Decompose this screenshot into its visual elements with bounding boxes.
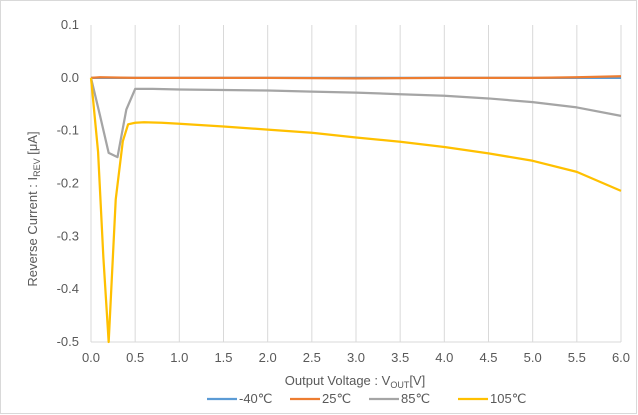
x-tick-label: 1.5 [214,350,232,365]
x-tick-label: 0.0 [82,350,100,365]
x-tick-label: 5.5 [568,350,586,365]
x-tick-label: 5.0 [524,350,542,365]
legend: -40℃ 25℃ 85℃ 105℃ [207,391,526,406]
series-line-2 [89,77,622,159]
x-tick-label: 4.0 [435,350,453,365]
y-tick-label: -0.5 [57,334,79,349]
series-layer [89,75,622,344]
legend-label-0: -40℃ [239,391,272,406]
legend-label-1: 25℃ [322,391,351,406]
x-tick-label: 2.0 [259,350,277,365]
x-axis-label: Output Voltage : VOUT[V] [285,373,425,390]
x-tick-label: 4.5 [479,350,497,365]
x-tick-label: 3.5 [391,350,409,365]
y-tick-label: -0.3 [57,228,79,243]
x-tick-label: 3.0 [347,350,365,365]
legend-label-2: 85℃ [401,391,430,406]
grid-layer [134,25,622,342]
y-axis-label: Reverse Current : IREV [μA] [25,131,42,286]
y-tick-label: -0.1 [57,123,79,138]
tick-labels: 0.0 0.5 1.0 1.5 2.0 2.5 3.0 3.5 4.0 4.5 5.0 5.5 6.0 0… [57,17,630,365]
x-tick-label: 6.0 [612,350,630,365]
x-tick-label: 0.5 [126,350,144,365]
y-tick-label: 0.1 [61,17,79,32]
series-line-1 [90,75,622,80]
y-tick-label: -0.2 [57,176,79,191]
legend-label-3: 105℃ [490,391,526,406]
x-tick-label: 1.0 [170,350,188,365]
series-line-3 [89,77,622,344]
y-tick-label: -0.4 [57,281,79,296]
y-tick-label: 0.0 [61,70,79,85]
x-tick-label: 2.5 [303,350,321,365]
